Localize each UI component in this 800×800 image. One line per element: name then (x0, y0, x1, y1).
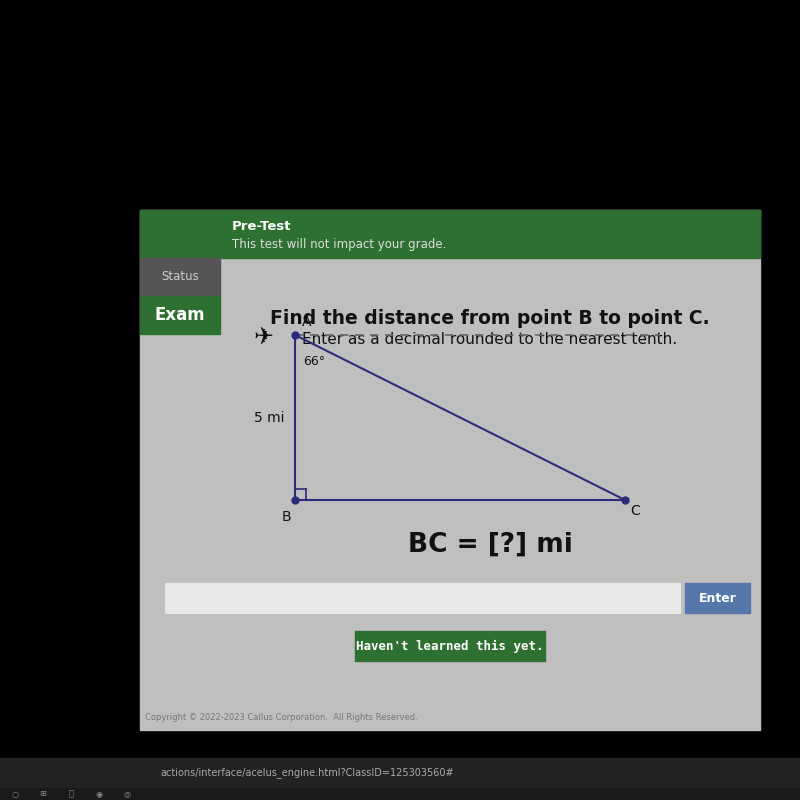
Bar (355, 631, 545, 661)
Text: ✈: ✈ (253, 325, 273, 349)
Text: ○: ○ (11, 790, 18, 798)
Bar (165, 583, 680, 613)
Bar (140, 210, 760, 258)
Text: Find the distance from point B to point C.: Find the distance from point B to point … (270, 309, 710, 327)
Text: 66°: 66° (303, 355, 325, 368)
Text: ◎: ◎ (123, 790, 130, 798)
Text: ⬛: ⬛ (69, 790, 74, 798)
Text: Status: Status (161, 270, 199, 283)
Text: This test will not impact your grade.: This test will not impact your grade. (232, 238, 446, 251)
Text: B: B (282, 510, 291, 524)
Text: ◉: ◉ (95, 790, 102, 798)
Text: A: A (302, 315, 311, 329)
Text: 5 mi: 5 mi (254, 410, 285, 425)
Text: Exam: Exam (154, 306, 206, 324)
Bar (0, 788, 800, 800)
Text: Enter: Enter (698, 591, 737, 605)
Text: actions/interface/acelus_engine.html?ClassID=125303560#: actions/interface/acelus_engine.html?Cla… (160, 767, 454, 778)
Text: Copyright © 2022-2023 Callus Corporation.  All Rights Reserved.: Copyright © 2022-2023 Callus Corporation… (145, 713, 418, 722)
Text: BC = [?] mi: BC = [?] mi (407, 532, 573, 558)
Bar (140, 296, 220, 334)
Text: C: C (630, 504, 640, 518)
Bar (0, 758, 800, 788)
Text: Haven't learned this yet.: Haven't learned this yet. (356, 639, 544, 653)
Text: Pre-Test: Pre-Test (232, 220, 291, 234)
Text: Enter as a decimal rounded to the nearest tenth.: Enter as a decimal rounded to the neares… (302, 333, 678, 347)
Bar (140, 258, 220, 296)
Bar (685, 583, 750, 613)
Text: ⊞: ⊞ (39, 790, 46, 798)
Bar (140, 210, 760, 730)
